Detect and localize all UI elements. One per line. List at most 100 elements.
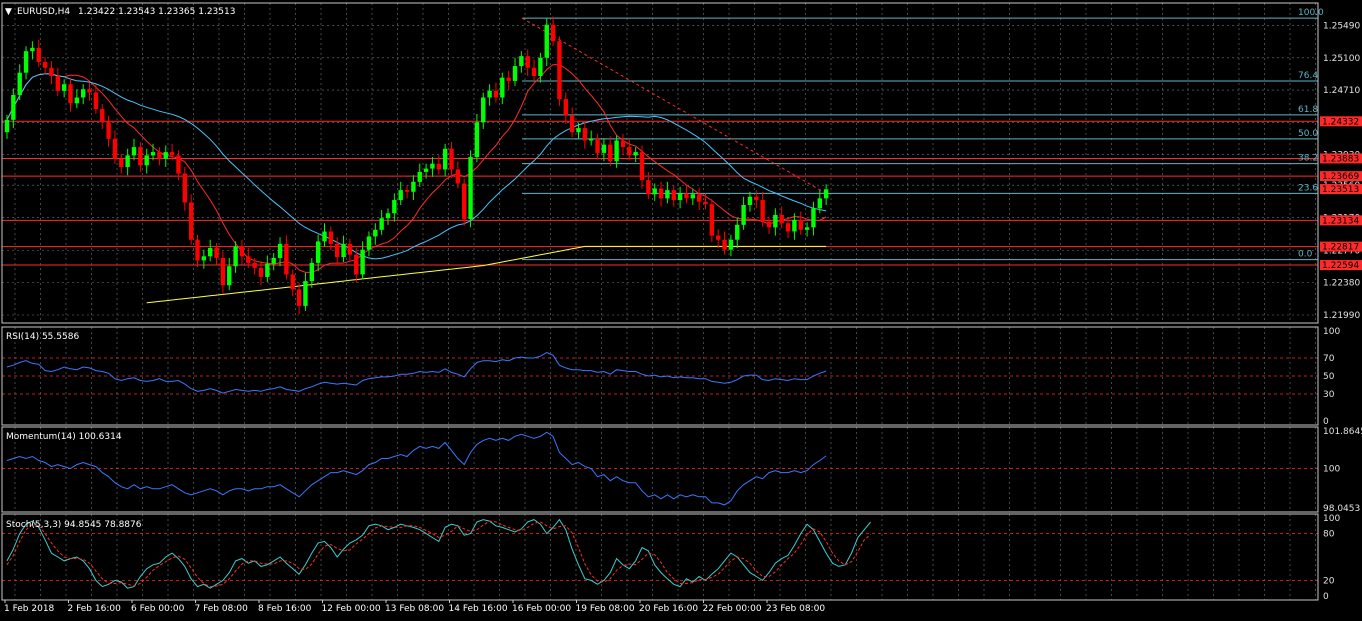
candle-body-bull [315,241,321,263]
candle-body-bull [481,97,486,123]
candle-body-bear [220,257,226,286]
fib-level-label: 76.4 [1298,71,1318,81]
candle-body-bull [208,248,213,257]
momentum-title: Momentum(14) 100.6314 [6,432,122,442]
candle-body-bear [639,152,645,181]
rsi-tick-label: 70 [1323,354,1335,364]
grid-layer [2,3,1318,600]
candle-body-bull [373,229,378,237]
price-marker-box [1320,153,1362,164]
candles-layer[interactable] [4,16,829,315]
price-marker-box [1320,260,1362,271]
candle-body-bull [201,256,207,261]
candle-body-bull [811,208,816,228]
candle-body-bear [68,84,73,104]
candle-body-bull [690,194,695,199]
candle-body-bull [519,56,524,67]
candle-body-bull [601,144,607,153]
candle-body-bull [265,263,270,277]
price-tick-label: 1.25490 [1323,22,1360,32]
panel-frame-main [1,2,1319,324]
candle-body-bear [462,183,467,220]
candle-body-bear [582,128,588,141]
candle-body-bear [531,67,537,76]
candle-body-bull [131,147,137,156]
candle-body-bear [493,90,499,98]
candle-body-bull [735,224,740,240]
sto-tick-label: 80 [1323,530,1335,540]
price-marker-label: 1.23513 [1322,185,1359,195]
sto-line [6,518,871,589]
rsi-line [6,352,827,394]
candle-body-bull [81,89,86,98]
ma-slow-line [146,245,827,304]
ma-mid-line [6,73,827,260]
candle-body-bull [728,239,734,250]
candle-body-bear [696,194,702,202]
candle-body-bear [436,163,441,170]
price-tick-label: 1.21990 [1323,311,1360,321]
fib-level-label: 0.0 [1298,250,1313,260]
candle-body-bear [684,193,689,199]
rsi-tick-label: 30 [1323,390,1335,400]
symbol-label: EURUSD,H4 [17,7,70,17]
candle-body-bear [550,24,556,42]
candle-body-bull [150,152,156,156]
candle-body-bull [544,24,549,58]
time-tick-label: 20 Feb 16:00 [639,604,698,614]
candle-body-bull [411,181,416,192]
candle-body-bear [449,148,454,170]
candle-body-bear [55,75,60,91]
candle-body-bull [303,281,308,306]
time-tick-label: 8 Feb 16:00 [258,604,312,614]
candle-body-bull [11,95,16,120]
candle-body-bear [49,67,54,76]
time-tick-label: 6 Feb 00:00 [131,604,185,614]
candle-body-bull [773,214,778,228]
fib-level-label: 50.0 [1298,129,1318,139]
candle-body-bear [716,235,721,240]
candle-body-bull [487,90,492,98]
candle-body-bull [817,198,822,209]
candle-body-bull [17,72,22,96]
candle-body-bull [633,152,638,156]
rsi-tick-label: 0 [1323,417,1329,427]
mom-tick-label: 100 [1323,465,1340,475]
rsi-tick-label: 100 [1323,327,1340,337]
candle-body-bear [506,77,511,81]
candle-body-bear [627,147,632,156]
candle-body-bear [100,109,105,123]
rsi-title: RSI(14) 55.5586 [6,332,79,342]
candle-body-bull [398,190,403,201]
candle-body-bear [119,158,124,167]
fib-trend-line [521,17,827,194]
candle-body-bear [563,99,568,116]
fib-level-label: 100.0 [1298,8,1324,18]
time-tick-label: 19 Feb 08:00 [576,604,635,614]
menu-triangle-icon[interactable]: ▼ [5,7,12,17]
candle-body-bull [366,236,372,250]
price-marker-label: 1.22817 [1322,243,1359,253]
axis-layer: 1.254901.251001.247101.243201.239301.235… [4,22,1362,614]
candle-body-bull [322,231,327,242]
candle-body-bull [227,266,232,286]
candle-body-bull [271,257,276,264]
candle-body-bear [42,61,48,68]
rsi-tick-label: 50 [1323,372,1335,382]
candle-body-bull [423,168,429,172]
time-tick-label: 7 Feb 08:00 [195,604,249,614]
time-tick-label: 2 Feb 16:00 [68,604,122,614]
candle-body-bull [614,140,619,162]
time-tick-label: 23 Feb 08:00 [766,604,825,614]
candle-body-bull [341,243,346,258]
price-marker-label: 1.24332 [1322,117,1359,127]
sto-signal-line [6,520,871,588]
candle-body-bear [258,267,264,277]
candle-body-bear [354,254,359,275]
candle-body-bear [646,180,651,195]
candle-body-bear [284,243,289,275]
candle-body-bull [125,155,130,167]
candle-body-bear [608,144,613,162]
candle-body-bull [576,128,581,133]
